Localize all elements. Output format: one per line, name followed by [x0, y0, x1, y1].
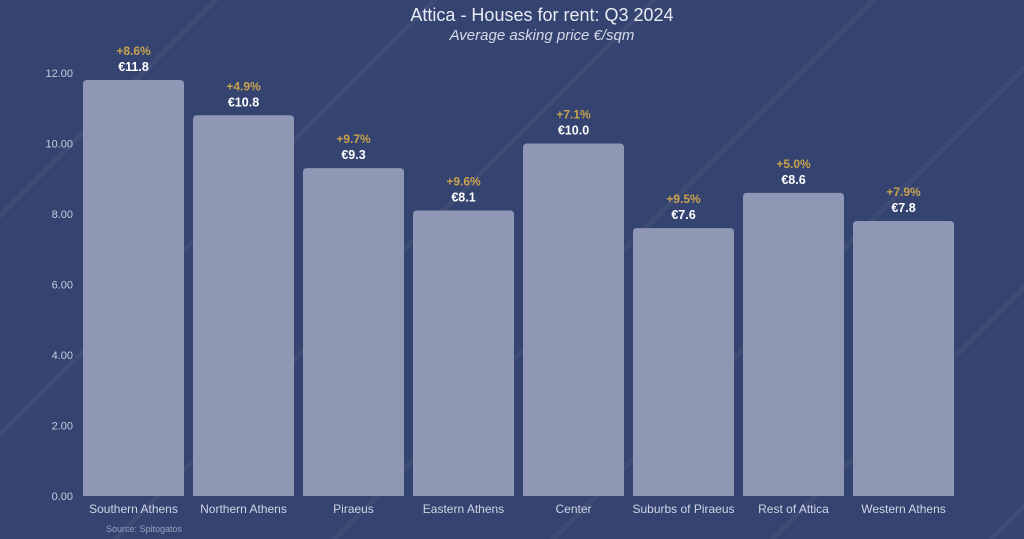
- bar: [83, 80, 184, 497]
- y-tick-label: 0.00: [52, 491, 73, 503]
- bar-value-label: €8.1: [451, 190, 475, 204]
- x-category-label: Eastern Athens: [423, 502, 504, 516]
- bar-change-label: +9.6%: [446, 174, 481, 188]
- x-category-label: Piraeus: [333, 502, 374, 516]
- bar: [303, 168, 404, 497]
- chart-subtitle: Average asking price €/sqm: [449, 27, 635, 44]
- y-tick-label: 8.00: [52, 209, 73, 221]
- bar-value-label: €11.8: [118, 60, 149, 74]
- source-note: Source: Spitogatos: [106, 524, 183, 534]
- bar-value-label: €7.8: [891, 201, 915, 215]
- bar-change-label: +9.7%: [336, 132, 371, 146]
- bar: [853, 221, 954, 497]
- y-tick-label: 12.00: [45, 68, 73, 80]
- bar: [193, 115, 294, 497]
- x-category-label: Southern Athens: [89, 502, 178, 516]
- bar-value-label: €8.6: [781, 173, 805, 187]
- x-category-label: Western Athens: [861, 502, 946, 516]
- bar-change-label: +8.6%: [116, 44, 151, 58]
- x-category-label: Rest of Attica: [758, 502, 829, 516]
- bar-value-label: €7.6: [671, 208, 695, 222]
- y-tick-label: 10.00: [45, 139, 73, 151]
- bar-change-label: +7.1%: [556, 108, 591, 122]
- x-category-label: Northern Athens: [200, 502, 287, 516]
- chart-title: Attica - Houses for rent: Q3 2024: [410, 5, 674, 25]
- bar-change-label: +5.0%: [776, 157, 811, 171]
- y-tick-label: 2.00: [52, 421, 73, 433]
- y-tick-label: 6.00: [52, 280, 73, 292]
- bar-change-label: +7.9%: [886, 185, 921, 199]
- bar: [523, 143, 624, 496]
- bar-value-label: €10.8: [228, 95, 259, 109]
- bar-value-label: €9.3: [341, 148, 365, 162]
- bar-change-label: +4.9%: [226, 79, 261, 93]
- bar: [633, 228, 734, 496]
- bar: [413, 210, 514, 496]
- bar-change-label: +9.5%: [666, 192, 701, 206]
- bar-value-label: €10.0: [558, 124, 589, 138]
- y-tick-label: 4.00: [52, 350, 73, 362]
- x-category-label: Suburbs of Piraeus: [632, 502, 734, 516]
- bar: [743, 192, 844, 496]
- x-category-label: Center: [555, 502, 591, 516]
